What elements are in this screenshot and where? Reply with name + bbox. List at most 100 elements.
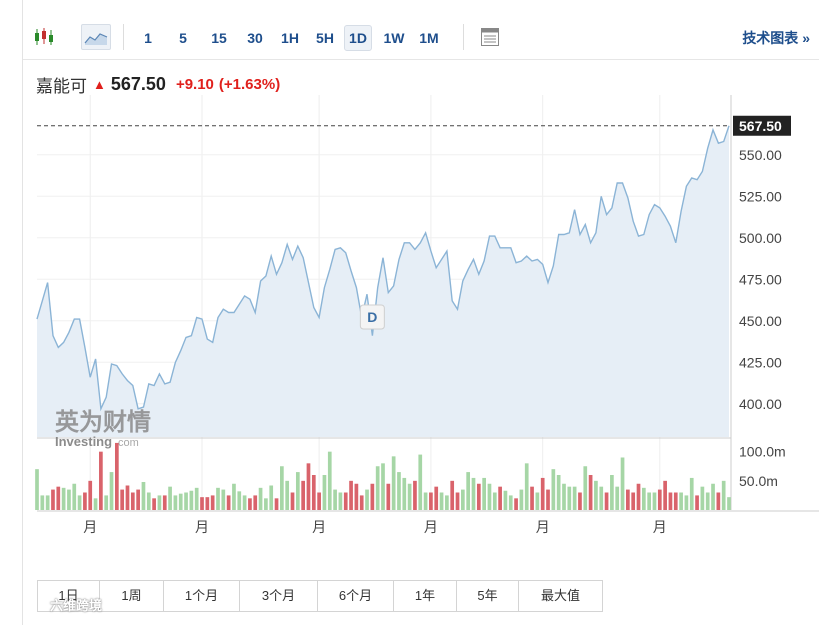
volume-bar xyxy=(168,486,172,510)
candlestick-chart-icon[interactable] xyxy=(31,24,57,50)
volume-bar xyxy=(727,497,731,510)
toolbar-separator xyxy=(463,24,464,50)
volume-bar xyxy=(274,498,279,510)
volume-bar xyxy=(567,486,572,510)
volume-bar xyxy=(439,492,444,510)
x-tick-label: 月 xyxy=(536,520,550,536)
volume-bar xyxy=(620,457,625,510)
volume-bar xyxy=(546,489,550,510)
quote-header: 嘉能可 ▲ 567.50 +9.10 (+1.63%) xyxy=(36,72,280,97)
volume-bar xyxy=(460,489,465,510)
range-button-5[interactable]: 1年 xyxy=(394,581,457,611)
watermark-text: 六维跨境 xyxy=(50,598,103,613)
volume-bar xyxy=(450,480,455,510)
timeframe-15[interactable]: 15 xyxy=(211,30,227,46)
timeframe-1d[interactable]: 1D xyxy=(344,25,372,51)
timeframe-1h[interactable]: 1H xyxy=(281,30,299,46)
volume-bar xyxy=(146,492,151,510)
volume-tick-label: 100.0m xyxy=(739,444,786,460)
volume-bar xyxy=(679,492,683,510)
volume-bar xyxy=(572,486,577,510)
volume-bar xyxy=(157,495,162,510)
range-selector: 1日 1周 1个月 3个月 6个月 1年 5年 最大值 xyxy=(37,580,603,612)
x-tick-label: 月 xyxy=(195,520,209,536)
volume-bar xyxy=(317,492,321,510)
volume-bar xyxy=(120,489,125,510)
volume-bar xyxy=(482,477,486,510)
volume-bar xyxy=(668,492,673,510)
volume-bar xyxy=(322,475,327,510)
range-button-2[interactable]: 1个月 xyxy=(164,581,240,611)
volume-bar xyxy=(258,487,263,510)
volume-bar xyxy=(189,490,194,510)
volume-bar xyxy=(626,489,630,510)
volume-bar xyxy=(99,451,103,510)
volume-bar xyxy=(61,487,66,510)
range-button-0[interactable]: 1日 xyxy=(38,581,100,611)
volume-bar xyxy=(216,487,220,510)
price-chart[interactable]: 400.00425.00450.00475.00500.00525.00550.… xyxy=(23,0,819,560)
volume-bar xyxy=(652,492,657,510)
volume-bar xyxy=(210,495,215,510)
volume-bar xyxy=(184,492,188,510)
x-tick-label: 月 xyxy=(83,520,97,536)
range-button-3[interactable]: 3个月 xyxy=(240,581,318,611)
volume-bar xyxy=(492,492,497,510)
volume-bar xyxy=(141,482,146,510)
range-button-7[interactable]: 最大值 xyxy=(519,581,602,611)
volume-bar xyxy=(253,495,258,510)
volume-bar xyxy=(56,486,61,510)
volume-bar xyxy=(636,483,641,510)
indicator-panel-icon[interactable] xyxy=(477,24,503,50)
volume-bar xyxy=(83,492,87,510)
timeframe-30[interactable]: 30 xyxy=(247,30,263,46)
range-button-6[interactable]: 5年 xyxy=(457,581,519,611)
volume-bar xyxy=(657,489,662,510)
toolbar-separator xyxy=(123,24,124,50)
volume-bar xyxy=(711,483,715,510)
volume-bar xyxy=(237,491,242,510)
volume-bar xyxy=(264,498,268,510)
volume-bar xyxy=(556,475,561,510)
price-tick-label: 475.00 xyxy=(739,271,782,287)
volume-bar xyxy=(594,480,598,510)
technical-chart-link[interactable]: 技术图表 » xyxy=(742,30,810,46)
chart-toolbar: 技术图表 » 1 5 15 30 1H 5H 1D 1W 1M xyxy=(23,16,819,60)
volume-bar xyxy=(221,489,226,510)
x-tick-label: 月 xyxy=(424,520,438,536)
area-chart-icon[interactable] xyxy=(81,24,111,50)
volume-bar xyxy=(604,492,609,510)
volume-bar xyxy=(610,475,614,510)
volume-bar xyxy=(705,492,710,510)
timeframe-1w[interactable]: 1W xyxy=(383,30,405,46)
range-button-4[interactable]: 6个月 xyxy=(318,581,394,611)
volume-bar xyxy=(327,451,332,510)
volume-bar xyxy=(455,492,460,510)
volume-bar xyxy=(588,475,593,510)
range-button-1[interactable]: 1周 xyxy=(100,581,164,611)
volume-bar xyxy=(647,492,652,510)
volume-bar xyxy=(40,495,45,510)
volume-bar xyxy=(402,477,407,510)
volume-bar xyxy=(290,492,295,510)
volume-tick-label: 50.0m xyxy=(739,473,778,489)
volume-bar xyxy=(407,483,412,510)
volume-bar xyxy=(695,495,699,510)
timeframe-1m[interactable]: 1M xyxy=(419,30,439,46)
up-arrow-icon: ▲ xyxy=(93,77,106,92)
timeframe-1[interactable]: 1 xyxy=(144,30,152,46)
volume-bar xyxy=(109,472,114,510)
volume-bar xyxy=(375,466,380,510)
volume-bar xyxy=(173,495,178,510)
volume-bar xyxy=(226,495,231,510)
volume-bar xyxy=(476,483,481,510)
price-tick-label: 425.00 xyxy=(739,354,782,370)
timeframe-5h[interactable]: 5H xyxy=(316,30,334,46)
timeframe-5[interactable]: 5 xyxy=(179,30,187,46)
volume-bar xyxy=(471,477,476,510)
volume-bar xyxy=(242,495,247,510)
volume-bar xyxy=(418,454,423,510)
volume-bar xyxy=(689,477,694,510)
volume-bar xyxy=(248,498,252,510)
volume-bar xyxy=(445,495,449,510)
